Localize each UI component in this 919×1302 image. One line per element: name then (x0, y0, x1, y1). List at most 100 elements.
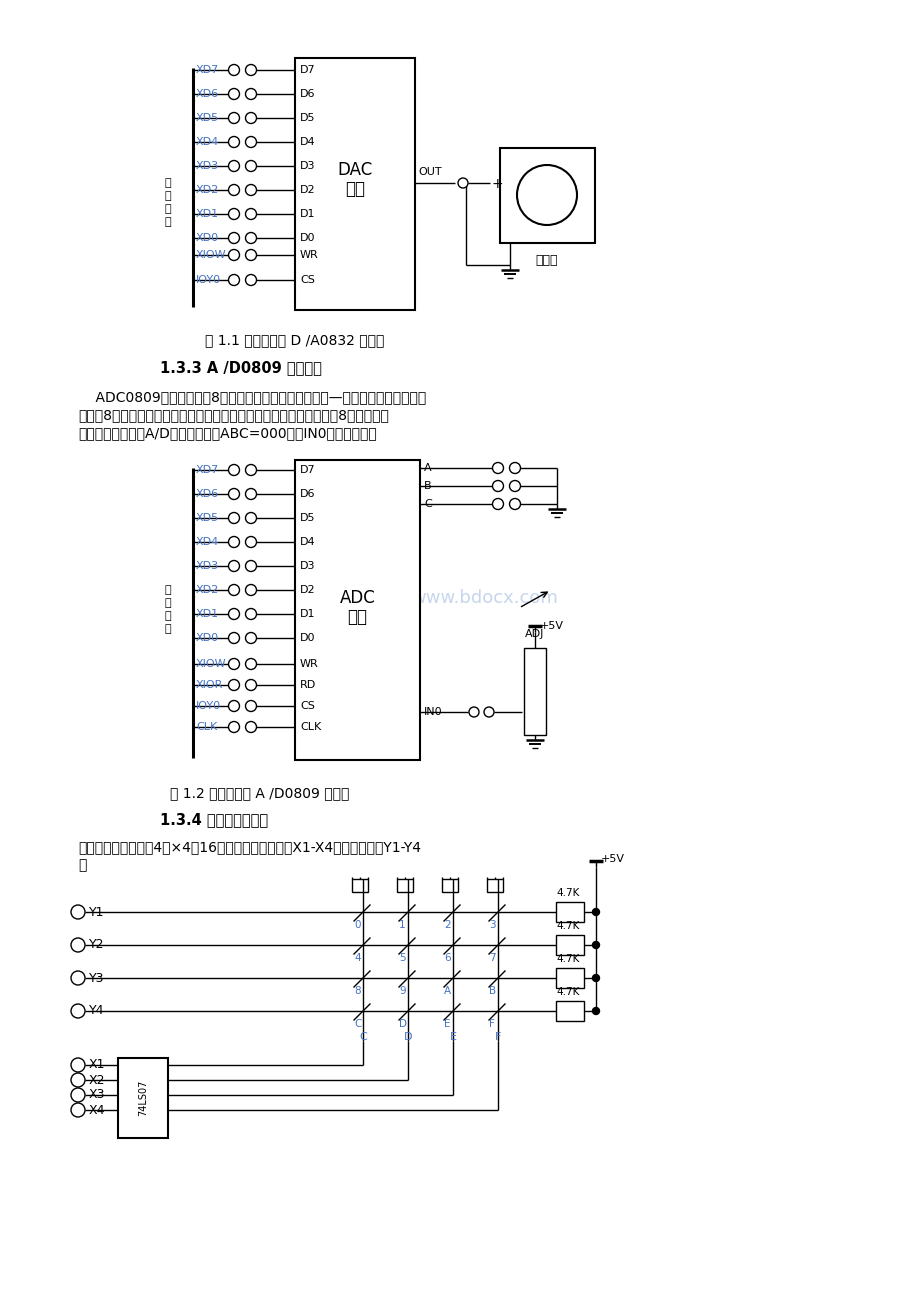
Text: D2: D2 (300, 585, 315, 595)
Bar (524, 648, 545, 736)
Bar (441, 879, 458, 892)
Circle shape (228, 275, 239, 285)
Text: XD7: XD7 (196, 465, 219, 475)
Circle shape (492, 480, 503, 491)
Text: 。: 。 (78, 858, 86, 872)
Text: IN0: IN0 (424, 707, 442, 717)
Text: B: B (489, 986, 495, 996)
Text: Y1: Y1 (89, 905, 105, 918)
Text: 统: 统 (165, 191, 171, 201)
Text: D: D (403, 1032, 412, 1042)
Text: 1.3.3 A /D0809 功能简介: 1.3.3 A /D0809 功能简介 (160, 361, 322, 375)
Text: OUT: OUT (417, 167, 441, 177)
Bar (486, 879, 503, 892)
Text: ADC: ADC (339, 589, 375, 607)
Text: XD3: XD3 (196, 161, 219, 171)
Text: B: B (424, 480, 431, 491)
Text: 单元: 单元 (347, 608, 367, 626)
Circle shape (245, 160, 256, 172)
Bar (118, 1059, 168, 1138)
Text: D2: D2 (300, 185, 315, 195)
Text: 总: 总 (165, 204, 171, 214)
Circle shape (245, 112, 256, 124)
Text: XD6: XD6 (196, 490, 219, 499)
Text: XD1: XD1 (196, 609, 219, 618)
Circle shape (245, 465, 256, 475)
Text: XD0: XD0 (196, 633, 219, 643)
Text: CS: CS (300, 275, 314, 285)
Circle shape (592, 1008, 599, 1014)
Text: D5: D5 (300, 113, 315, 122)
Text: XIOR: XIOR (196, 680, 223, 690)
Circle shape (71, 971, 85, 986)
Text: +5V: +5V (600, 854, 624, 865)
Text: D5: D5 (300, 513, 315, 523)
Text: D0: D0 (300, 233, 315, 243)
Text: C: C (424, 499, 431, 509)
Bar (555, 967, 584, 988)
Text: D7: D7 (300, 465, 315, 475)
Circle shape (228, 585, 239, 595)
Circle shape (245, 250, 256, 260)
Text: 4.7K: 4.7K (555, 954, 579, 963)
Text: 1: 1 (399, 921, 405, 930)
Text: D3: D3 (300, 161, 315, 171)
Text: 有一个8通道多路开关，它可以根据地址码锁存译码后的信号，只选通8路模拟输入: 有一个8通道多路开关，它可以根据地址码锁存译码后的信号，只选通8路模拟输入 (78, 408, 389, 422)
Circle shape (71, 1073, 85, 1087)
Text: X3: X3 (89, 1088, 106, 1101)
Text: 线: 线 (165, 624, 171, 634)
Circle shape (228, 465, 239, 475)
Circle shape (245, 208, 256, 220)
Circle shape (245, 700, 256, 711)
Text: D6: D6 (300, 89, 315, 99)
Text: 5: 5 (399, 953, 405, 963)
Circle shape (228, 89, 239, 99)
Circle shape (245, 721, 256, 733)
Circle shape (245, 536, 256, 548)
Text: XD3: XD3 (196, 561, 219, 572)
Text: C: C (354, 1019, 361, 1029)
Circle shape (245, 560, 256, 572)
Text: +5V: +5V (539, 621, 563, 631)
Circle shape (228, 680, 239, 690)
Circle shape (245, 488, 256, 500)
Bar (555, 902, 584, 922)
Text: 系: 系 (165, 585, 171, 595)
Circle shape (245, 185, 256, 195)
Bar (397, 879, 413, 892)
Text: 总: 总 (165, 611, 171, 621)
Text: 系: 系 (165, 178, 171, 187)
Text: XD7: XD7 (196, 65, 219, 76)
Text: 74LS07: 74LS07 (138, 1079, 148, 1116)
Text: 信号中的一个进行A/D转换。当地址ABC=000时，IN0通道被选通。: 信号中的一个进行A/D转换。当地址ABC=000时，IN0通道被选通。 (78, 426, 377, 440)
Text: 8: 8 (354, 986, 360, 996)
Circle shape (492, 499, 503, 509)
Bar (352, 879, 368, 892)
Circle shape (228, 513, 239, 523)
Text: XD4: XD4 (196, 536, 219, 547)
Circle shape (71, 905, 85, 919)
Text: D7: D7 (300, 65, 315, 76)
Circle shape (245, 608, 256, 620)
Text: 单元: 单元 (345, 180, 365, 198)
Circle shape (228, 185, 239, 195)
Text: 线: 线 (165, 217, 171, 227)
Text: D6: D6 (300, 490, 315, 499)
Circle shape (71, 937, 85, 952)
Circle shape (71, 1103, 85, 1117)
Text: E: E (444, 1019, 450, 1029)
Text: DAC: DAC (337, 161, 372, 178)
Text: ADJ: ADJ (525, 629, 544, 639)
Circle shape (228, 250, 239, 260)
Text: XD2: XD2 (196, 585, 219, 595)
Circle shape (592, 974, 599, 982)
Circle shape (228, 659, 239, 669)
Text: 唐都实验箱中提供了4行×4列16个按键，列选择信号X1-X4，行扫描信号Y1-Y4: 唐都实验箱中提供了4行×4列16个按键，列选择信号X1-X4，行扫描信号Y1-Y… (78, 840, 421, 854)
Circle shape (245, 65, 256, 76)
Circle shape (245, 275, 256, 285)
Text: XD1: XD1 (196, 210, 219, 219)
Text: XD4: XD4 (196, 137, 219, 147)
Circle shape (228, 208, 239, 220)
Text: X1: X1 (89, 1059, 106, 1072)
Circle shape (509, 462, 520, 474)
